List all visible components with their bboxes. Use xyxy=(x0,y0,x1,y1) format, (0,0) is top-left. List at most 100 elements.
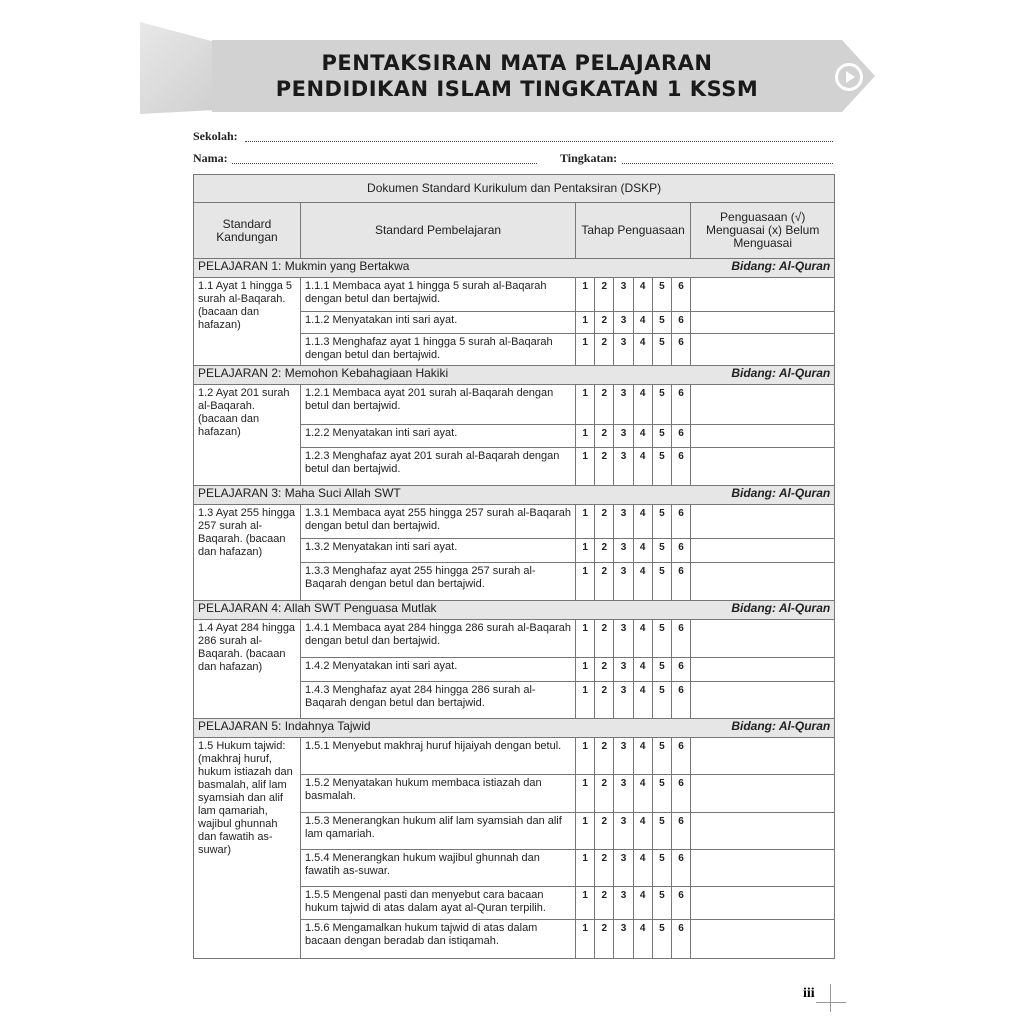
level-4-cell[interactable]: 4 xyxy=(632,886,653,920)
level-6-cell[interactable]: 6 xyxy=(670,774,692,813)
level-5-cell[interactable]: 5 xyxy=(651,737,672,775)
level-2-cell[interactable]: 2 xyxy=(594,737,615,775)
level-1-cell[interactable]: 1 xyxy=(574,538,596,563)
level-3-cell[interactable]: 3 xyxy=(613,311,634,334)
level-4-cell[interactable]: 4 xyxy=(632,504,653,539)
level-2-cell[interactable]: 2 xyxy=(594,619,615,658)
level-5-cell[interactable]: 5 xyxy=(651,919,672,959)
level-4-cell[interactable]: 4 xyxy=(632,681,653,719)
level-6-cell[interactable]: 6 xyxy=(670,657,692,682)
level-2-cell[interactable]: 2 xyxy=(594,886,615,920)
level-1-cell[interactable]: 1 xyxy=(574,277,596,312)
level-6-cell[interactable]: 6 xyxy=(670,504,692,539)
level-2-cell[interactable]: 2 xyxy=(594,849,615,887)
level-4-cell[interactable]: 4 xyxy=(632,562,653,601)
penguasaan-cell[interactable] xyxy=(690,737,836,775)
level-5-cell[interactable]: 5 xyxy=(651,538,672,563)
level-4-cell[interactable]: 4 xyxy=(632,447,653,486)
level-4-cell[interactable]: 4 xyxy=(632,384,653,425)
level-2-cell[interactable]: 2 xyxy=(594,424,615,448)
level-2-cell[interactable]: 2 xyxy=(594,311,615,334)
level-3-cell[interactable]: 3 xyxy=(613,562,634,601)
penguasaan-cell[interactable] xyxy=(690,424,836,448)
penguasaan-cell[interactable] xyxy=(690,849,836,887)
level-1-cell[interactable]: 1 xyxy=(574,504,596,539)
level-3-cell[interactable]: 3 xyxy=(613,681,634,719)
penguasaan-cell[interactable] xyxy=(690,657,836,682)
level-4-cell[interactable]: 4 xyxy=(632,277,653,312)
level-4-cell[interactable]: 4 xyxy=(632,812,653,850)
penguasaan-cell[interactable] xyxy=(690,504,836,539)
level-5-cell[interactable]: 5 xyxy=(651,504,672,539)
level-2-cell[interactable]: 2 xyxy=(594,277,615,312)
level-5-cell[interactable]: 5 xyxy=(651,774,672,813)
penguasaan-cell[interactable] xyxy=(690,447,836,486)
level-3-cell[interactable]: 3 xyxy=(613,619,634,658)
level-3-cell[interactable]: 3 xyxy=(613,447,634,486)
level-1-cell[interactable]: 1 xyxy=(574,562,596,601)
level-6-cell[interactable]: 6 xyxy=(670,562,692,601)
penguasaan-cell[interactable] xyxy=(690,812,836,850)
level-6-cell[interactable]: 6 xyxy=(670,424,692,448)
level-3-cell[interactable]: 3 xyxy=(613,886,634,920)
penguasaan-cell[interactable] xyxy=(690,277,836,312)
level-2-cell[interactable]: 2 xyxy=(594,538,615,563)
level-2-cell[interactable]: 2 xyxy=(594,333,615,366)
level-4-cell[interactable]: 4 xyxy=(632,538,653,563)
level-1-cell[interactable]: 1 xyxy=(574,333,596,366)
level-6-cell[interactable]: 6 xyxy=(670,333,692,366)
level-5-cell[interactable]: 5 xyxy=(651,886,672,920)
level-5-cell[interactable]: 5 xyxy=(651,619,672,658)
level-6-cell[interactable]: 6 xyxy=(670,277,692,312)
level-1-cell[interactable]: 1 xyxy=(574,849,596,887)
level-3-cell[interactable]: 3 xyxy=(613,737,634,775)
level-3-cell[interactable]: 3 xyxy=(613,384,634,425)
level-6-cell[interactable]: 6 xyxy=(670,447,692,486)
level-5-cell[interactable]: 5 xyxy=(651,447,672,486)
level-4-cell[interactable]: 4 xyxy=(632,919,653,959)
level-4-cell[interactable]: 4 xyxy=(632,424,653,448)
level-5-cell[interactable]: 5 xyxy=(651,277,672,312)
level-6-cell[interactable]: 6 xyxy=(670,384,692,425)
level-3-cell[interactable]: 3 xyxy=(613,333,634,366)
level-6-cell[interactable]: 6 xyxy=(670,737,692,775)
level-1-cell[interactable]: 1 xyxy=(574,886,596,920)
level-4-cell[interactable]: 4 xyxy=(632,774,653,813)
level-6-cell[interactable]: 6 xyxy=(670,886,692,920)
level-3-cell[interactable]: 3 xyxy=(613,504,634,539)
level-1-cell[interactable]: 1 xyxy=(574,681,596,719)
level-1-cell[interactable]: 1 xyxy=(574,737,596,775)
level-6-cell[interactable]: 6 xyxy=(670,619,692,658)
level-1-cell[interactable]: 1 xyxy=(574,774,596,813)
penguasaan-cell[interactable] xyxy=(690,619,836,658)
level-2-cell[interactable]: 2 xyxy=(594,657,615,682)
level-3-cell[interactable]: 3 xyxy=(613,774,634,813)
level-5-cell[interactable]: 5 xyxy=(651,424,672,448)
level-1-cell[interactable]: 1 xyxy=(574,812,596,850)
level-3-cell[interactable]: 3 xyxy=(613,277,634,312)
level-6-cell[interactable]: 6 xyxy=(670,812,692,850)
level-1-cell[interactable]: 1 xyxy=(574,447,596,486)
level-2-cell[interactable]: 2 xyxy=(594,562,615,601)
level-2-cell[interactable]: 2 xyxy=(594,681,615,719)
level-2-cell[interactable]: 2 xyxy=(594,447,615,486)
level-1-cell[interactable]: 1 xyxy=(574,619,596,658)
level-3-cell[interactable]: 3 xyxy=(613,812,634,850)
level-2-cell[interactable]: 2 xyxy=(594,774,615,813)
level-3-cell[interactable]: 3 xyxy=(613,538,634,563)
level-1-cell[interactable]: 1 xyxy=(574,311,596,334)
name-field[interactable] xyxy=(232,163,537,164)
level-3-cell[interactable]: 3 xyxy=(613,657,634,682)
level-1-cell[interactable]: 1 xyxy=(574,657,596,682)
level-6-cell[interactable]: 6 xyxy=(670,681,692,719)
penguasaan-cell[interactable] xyxy=(690,311,836,334)
level-6-cell[interactable]: 6 xyxy=(670,919,692,959)
penguasaan-cell[interactable] xyxy=(690,886,836,920)
penguasaan-cell[interactable] xyxy=(690,333,836,366)
level-1-cell[interactable]: 1 xyxy=(574,384,596,425)
penguasaan-cell[interactable] xyxy=(690,681,836,719)
form-field[interactable] xyxy=(622,163,833,164)
level-5-cell[interactable]: 5 xyxy=(651,849,672,887)
level-5-cell[interactable]: 5 xyxy=(651,384,672,425)
level-4-cell[interactable]: 4 xyxy=(632,849,653,887)
